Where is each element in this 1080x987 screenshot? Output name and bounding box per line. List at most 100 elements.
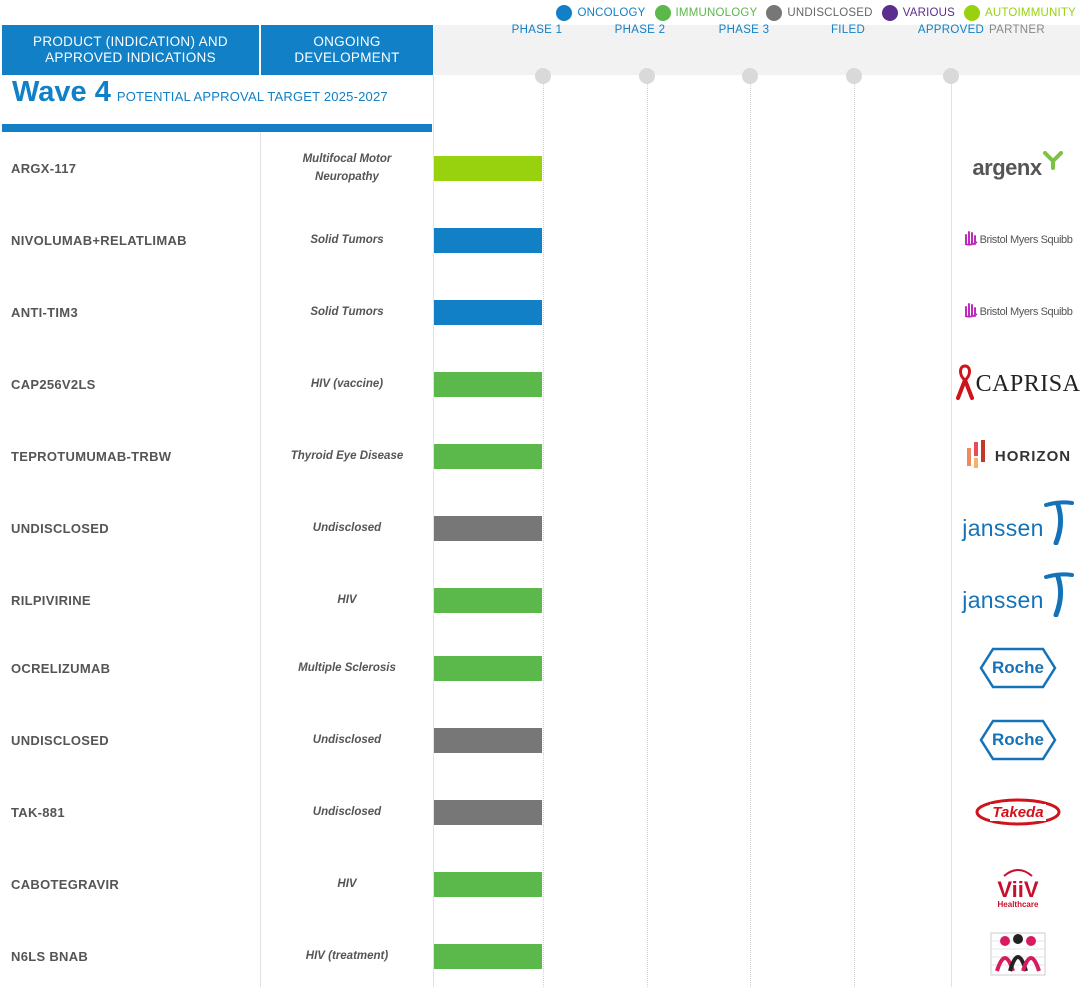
legend-label: UNDISCLOSED	[787, 7, 873, 19]
progress-bar	[434, 944, 542, 969]
table-row: ARGX-117 Multifocal Motor Neuropathy argen…	[0, 132, 1080, 204]
roche-hexagon-icon: Roche	[979, 719, 1057, 761]
partner-name: Bristol Myers Squibb	[979, 234, 1073, 246]
partner-name: ViiV	[997, 876, 1039, 902]
phase-gridline	[854, 84, 855, 987]
takeda-logo-icon: Takeda	[975, 795, 1061, 829]
partner-logo	[956, 920, 1080, 987]
partner-name: janssen	[962, 514, 1044, 541]
legend-label: IMMUNOLOGY	[675, 7, 758, 19]
development-indication: Solid Tumors	[310, 306, 384, 318]
product-name: CAP256V2LS	[11, 376, 96, 392]
phase-dot	[535, 68, 551, 84]
phase-header	[434, 25, 1080, 75]
partner-logo: argenx	[956, 132, 1080, 204]
janssen-swoosh-icon	[1043, 499, 1074, 550]
table-row: CABOTEGRAVIR HIV ViiV Healthcare	[0, 848, 1080, 920]
progress-bar	[434, 372, 542, 397]
legend-dot	[881, 5, 898, 21]
development-indication: HIV (vaccine)	[310, 378, 384, 390]
partner-column-header: PARTNER	[989, 24, 1045, 36]
phase-dot	[639, 68, 655, 84]
product-name: ANTI-TIM3	[11, 304, 78, 320]
column-divider	[433, 75, 434, 987]
legend-label: VARIOUS	[902, 7, 955, 19]
legend: ONCOLOGY IMMUNOLOGY UNDISCLOSED VARIOUS AUTO…	[547, 4, 1076, 22]
column-divider	[260, 132, 261, 987]
legend-dot	[654, 5, 671, 21]
partner-name: janssen	[962, 586, 1044, 613]
roche-hexagon-icon: Roche	[979, 647, 1057, 689]
progress-bar	[434, 300, 542, 325]
legend-item-immunology: IMMUNOLOGY	[654, 5, 758, 21]
product-name: TAK-881	[11, 804, 65, 820]
partner-name: argenx	[972, 155, 1042, 180]
progress-bar	[434, 228, 542, 253]
phase-label-filed: FILED	[830, 24, 866, 36]
wave-divider	[2, 124, 432, 132]
progress-bar	[434, 656, 542, 681]
progress-bar	[434, 516, 542, 541]
phase-gridline	[750, 84, 751, 987]
legend-dot	[964, 5, 980, 21]
partner-name: Bristol Myers Squibb	[979, 306, 1073, 318]
progress-bar	[434, 728, 542, 753]
product-name: UNDISCLOSED	[11, 520, 109, 536]
product-name: TEPROTUMUMAB-TRBW	[11, 448, 172, 464]
legend-item-various: VARIOUS	[881, 5, 955, 21]
product-name: UNDISCLOSED	[11, 732, 109, 748]
partner-logo: janssen	[956, 564, 1080, 636]
progress-bar	[434, 156, 542, 181]
table-row: ANTI-TIM3 Solid Tumors Bristol Myers Squib…	[0, 276, 1080, 348]
table-row: RILPIVIRINE HIV janssen	[0, 564, 1080, 636]
argenx-logo-icon	[1042, 149, 1064, 176]
partner-logo: Takeda	[956, 776, 1080, 848]
table-row: UNDISCLOSED Undisclosed Roche	[0, 704, 1080, 776]
bms-logo-icon	[964, 302, 978, 323]
wave-title: Wave 4	[12, 76, 111, 108]
phase-label-phase-1: PHASE 1	[511, 24, 563, 36]
bms-logo-icon	[964, 230, 978, 251]
partner-logo: Roche	[956, 632, 1080, 704]
phase-dot	[742, 68, 758, 84]
partner-name: Roche	[992, 730, 1044, 749]
partner-name: CAPRISA	[975, 370, 1080, 397]
partner-logo: ViiV Healthcare	[956, 848, 1080, 920]
development-indication: HIV (treatment)	[305, 950, 389, 962]
development-indication: HIV	[337, 594, 357, 606]
phase-label-approved: APPROVED	[917, 24, 985, 36]
legend-label: ONCOLOGY	[577, 7, 646, 19]
phase-label-phase-2: PHASE 2	[614, 24, 666, 36]
phase-dot	[846, 68, 862, 84]
phase-gridline	[543, 84, 544, 987]
partner-logo: Bristol Myers Squibb	[956, 204, 1080, 276]
table-row: OCRELIZUMAB Multiple Sclerosis Roche	[0, 632, 1080, 704]
table-row: N6LS BNAB HIV (treatment)	[0, 920, 1080, 987]
wave-subtitle: POTENTIAL APPROVAL TARGET 2025-2027	[116, 89, 388, 104]
table-row: CAP256V2LS HIV (vaccine) CAPRISA	[0, 348, 1080, 420]
progress-bar	[434, 800, 542, 825]
product-column-header: PRODUCT (INDICATION) AND APPROVED INDICA…	[2, 25, 259, 75]
legend-dot	[766, 5, 783, 21]
development-indication: Solid Tumors	[310, 234, 384, 246]
progress-bar	[434, 872, 542, 897]
legend-item-oncology: ONCOLOGY	[556, 5, 645, 21]
legend-item-undisclosed: UNDISCLOSED	[766, 5, 872, 21]
viiv-logo-icon: ViiV Healthcare	[997, 860, 1039, 909]
partner-subname: Healthcare	[997, 899, 1039, 909]
development-column-header: ONGOING DEVELOPMENT	[261, 25, 433, 75]
product-name: CABOTEGRAVIR	[11, 876, 120, 892]
development-indication: Undisclosed	[312, 522, 382, 534]
horizon-logo-icon	[965, 438, 991, 475]
partner-logo: CAPRISA	[955, 348, 1080, 420]
table-row: TAK-881 Undisclosed Takeda	[0, 776, 1080, 848]
caprisa-ribbon-icon	[955, 363, 974, 405]
phase-dot	[943, 68, 959, 84]
development-indication: Undisclosed	[312, 806, 382, 818]
table-row: UNDISCLOSED Undisclosed janssen	[0, 492, 1080, 564]
table-row: TEPROTUMUMAB-TRBW Thyroid Eye Disease HORI…	[0, 420, 1080, 492]
people-group-icon	[987, 931, 1049, 982]
development-indication: Thyroid Eye Disease	[290, 450, 404, 462]
janssen-swoosh-icon	[1043, 571, 1074, 622]
product-name: OCRELIZUMAB	[11, 660, 111, 676]
